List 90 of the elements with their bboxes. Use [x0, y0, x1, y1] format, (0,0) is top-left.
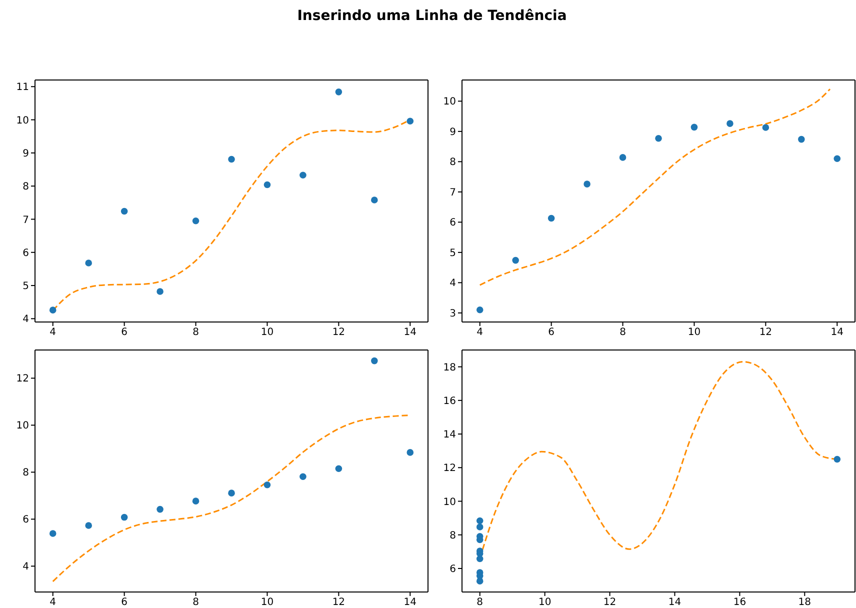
- point: [300, 172, 306, 179]
- point: [476, 524, 484, 530]
- x-tick-label: 18: [798, 597, 812, 608]
- point: [335, 465, 342, 472]
- point: [406, 449, 414, 456]
- point: [49, 306, 56, 314]
- y-tick-label: 10: [16, 115, 29, 126]
- y-tick-label: 8: [22, 182, 29, 193]
- y-tick-label: 6: [22, 514, 29, 526]
- x-tick-label: 6: [548, 327, 555, 338]
- x-tick-label: 8: [192, 597, 199, 608]
- x-tick-label: 10: [538, 597, 552, 608]
- y-tick-label: 4: [450, 278, 456, 290]
- y-tick-label: 6: [450, 564, 456, 576]
- point: [156, 506, 164, 513]
- y-tick-label: 16: [443, 396, 456, 407]
- point: [476, 517, 484, 524]
- x-tick-label: 6: [121, 327, 128, 338]
- point: [798, 136, 805, 143]
- point: [120, 514, 128, 521]
- point: [834, 456, 841, 463]
- y-tick-label: 7: [22, 214, 29, 226]
- point: [834, 155, 841, 162]
- point: [49, 530, 56, 537]
- x-tick-label: 12: [332, 327, 346, 338]
- x-tick-label: 10: [688, 327, 701, 338]
- x-tick-label: 14: [404, 597, 417, 608]
- point: [85, 260, 92, 266]
- point: [264, 481, 271, 488]
- point: [192, 498, 200, 504]
- y-tick-label: 5: [22, 281, 29, 292]
- point: [85, 522, 92, 529]
- point: [264, 181, 271, 188]
- x-tick-label: 14: [404, 327, 417, 338]
- y-tick-label: 10: [443, 96, 456, 108]
- y-tick-label: 4: [22, 314, 29, 326]
- x-tick-label: 10: [260, 327, 274, 338]
- x-tick-label: 12: [332, 597, 346, 608]
- x-tick-label: 12: [759, 327, 772, 338]
- point: [228, 156, 235, 163]
- y-tick-label: 12: [16, 374, 29, 385]
- x-tick-label: 8: [476, 597, 484, 608]
- y-tick-label: 3: [450, 308, 456, 320]
- x-tick-label: 10: [260, 597, 274, 608]
- point: [619, 154, 626, 161]
- point: [548, 214, 555, 222]
- y-tick-label: 8: [450, 157, 456, 168]
- point: [192, 217, 200, 224]
- line-series: [479, 88, 831, 286]
- point: [406, 118, 414, 125]
- y-tick-label: 4: [22, 562, 29, 573]
- point: [726, 120, 734, 127]
- point: [228, 490, 235, 496]
- y-tick-label: 10: [443, 496, 456, 508]
- x-tick-label: 4: [50, 597, 56, 608]
- x-tick-label: 12: [603, 597, 616, 608]
- y-tick-label: 18: [443, 362, 456, 374]
- y-tick-label: 5: [450, 248, 456, 259]
- y-tick-label: 9: [22, 148, 29, 160]
- point: [476, 306, 484, 314]
- x-tick-label: 16: [733, 597, 746, 608]
- point: [120, 208, 128, 215]
- point: [371, 357, 378, 364]
- x-tick-label: 8: [620, 327, 626, 338]
- y-tick-label: 6: [450, 218, 456, 229]
- point: [156, 288, 164, 295]
- point: [335, 88, 342, 96]
- y-tick-label: 14: [443, 430, 456, 441]
- point: [690, 124, 698, 131]
- point: [300, 473, 306, 480]
- point: [762, 124, 770, 131]
- x-tick-label: 4: [50, 327, 56, 338]
- chart-title: Inserindo uma Linha de Tendência: [296, 8, 568, 24]
- y-tick-label: 12: [443, 463, 456, 474]
- point: [512, 256, 519, 264]
- y-tick-label: 7: [450, 187, 456, 198]
- x-tick-label: 14: [668, 597, 682, 608]
- point: [371, 196, 378, 204]
- x-tick-label: 6: [121, 597, 128, 608]
- x-tick-label: 4: [476, 327, 484, 338]
- y-tick-label: 6: [22, 248, 29, 259]
- x-tick-label: 14: [830, 327, 844, 338]
- y-tick-label: 10: [16, 420, 29, 432]
- y-tick-label: 8: [22, 468, 29, 479]
- point: [655, 134, 662, 142]
- y-tick-label: 9: [450, 126, 456, 138]
- y-tick-label: 11: [16, 82, 29, 94]
- y-tick-label: 8: [450, 530, 456, 542]
- point: [584, 180, 590, 188]
- x-tick-label: 8: [192, 327, 199, 338]
